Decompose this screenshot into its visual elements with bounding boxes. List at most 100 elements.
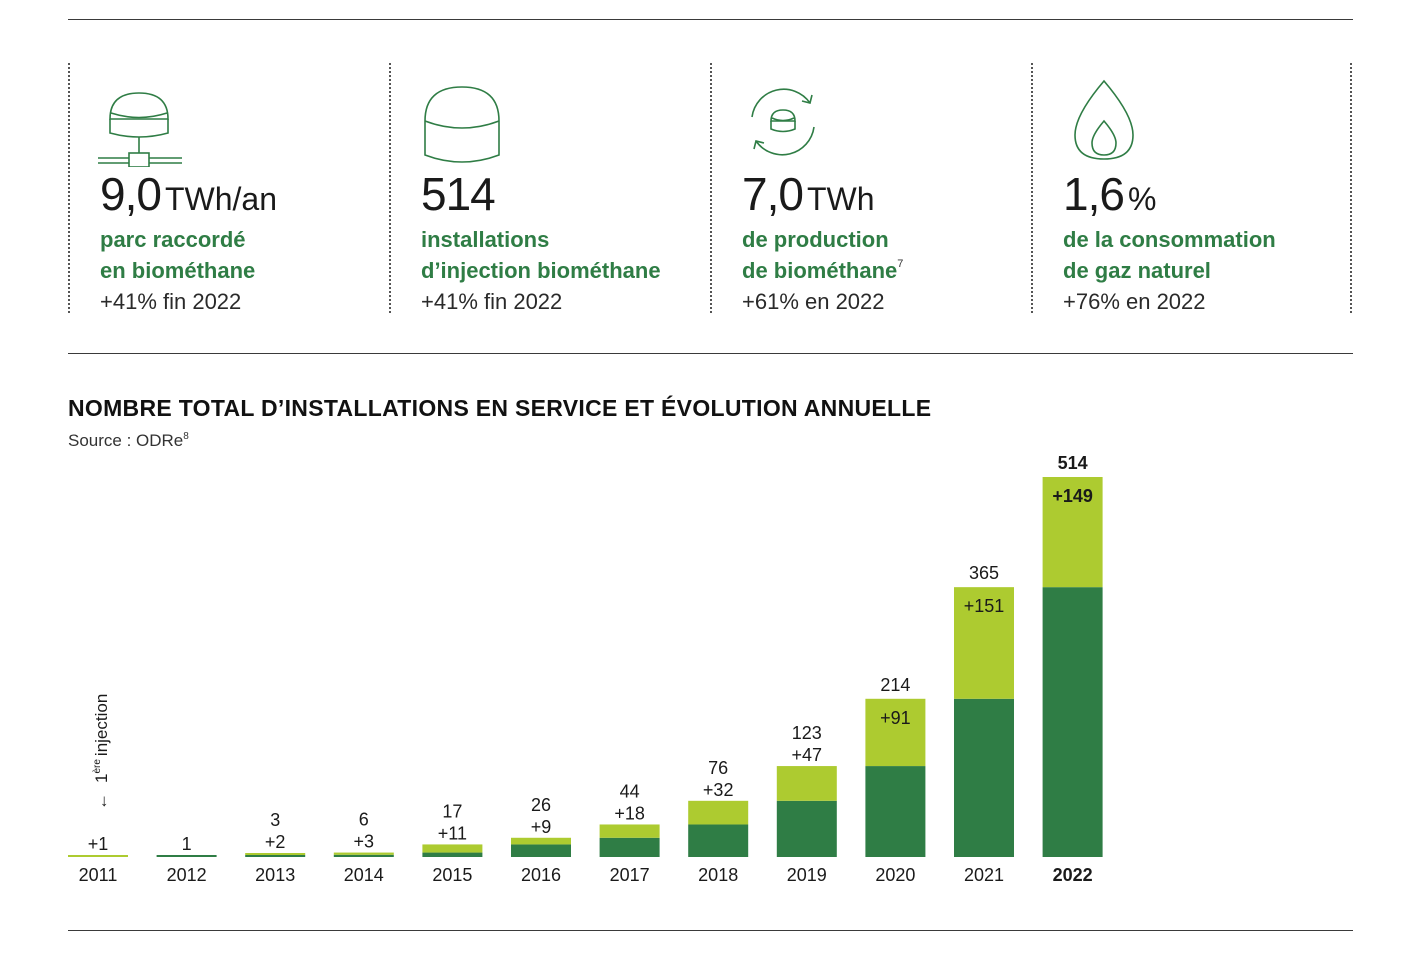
total-label: 365 [969, 563, 999, 583]
increment-label: +9 [531, 817, 552, 837]
kpi-change: +41% fin 2022 [421, 289, 563, 314]
kpi-label-line2-text: d’injection biométhane [421, 258, 661, 283]
total-label: 123 [792, 723, 822, 743]
kpi-label-line1: de la consommation [1063, 227, 1276, 252]
bar-segment-previous [954, 698, 1014, 857]
middle-rule [68, 353, 1353, 354]
bar-segment-previous [245, 855, 306, 857]
increment-label: +91 [880, 708, 911, 728]
kpi-label-line2-text: en biométhane [100, 258, 256, 283]
first-injection-annotation: ← 1ère injection [92, 694, 111, 810]
total-label: 26 [531, 795, 551, 815]
kpi-unit: TWh/an [164, 181, 277, 217]
kpi-label-line2-text: de gaz naturel [1063, 258, 1211, 283]
bar-segment-previous [1042, 587, 1103, 857]
kpi-card-production: 7,0 TWh de production de biométhane7 +61%… [710, 63, 1031, 314]
bar-segment-added [776, 766, 837, 801]
increment-label: +149 [1052, 486, 1093, 506]
kpi-value: 9,0 TWh/an [100, 171, 277, 217]
kpi-value: 514 [421, 171, 499, 217]
increment-label: +32 [703, 780, 734, 800]
kpi-number: 9,0 [100, 168, 162, 220]
annotation-label: ← 1ère injection [92, 694, 111, 810]
kpi-number: 1,6 [1063, 168, 1125, 220]
x-tick-label: 2021 [964, 865, 1004, 885]
x-tick-label: 2020 [875, 865, 915, 885]
kpi-row: 9,0 TWh/an parc raccordé en biométhane +4… [68, 63, 1355, 314]
bar-segment-added [599, 824, 660, 838]
bar-segment-previous [422, 852, 483, 857]
footnote-marker: 8 [183, 431, 189, 442]
bottom-rule [68, 930, 1353, 931]
chart-source-text: Source : ODRe [68, 431, 184, 450]
total-label: 17 [442, 801, 462, 821]
bar-segment-added [333, 852, 394, 855]
bar-segment-previous [333, 854, 394, 857]
total-label: 214 [880, 675, 910, 695]
increment-label: +1 [88, 834, 109, 854]
bar-segment-added [865, 698, 926, 767]
x-tick-label: 2015 [432, 865, 472, 885]
x-tick-label: 2014 [344, 865, 384, 885]
kpi-change: +76% en 2022 [1063, 289, 1206, 314]
x-tick-label: 2011 [79, 865, 118, 885]
increment-label: +47 [792, 745, 823, 765]
annotation-text: injection [92, 694, 111, 756]
bar-segment-added [245, 853, 306, 855]
increment-label: +3 [354, 832, 375, 852]
footnote-marker: 7 [897, 258, 904, 270]
total-label: 3 [270, 810, 280, 830]
bar-segment-previous [599, 837, 660, 857]
bar-segment-previous [865, 766, 926, 857]
kpi-label-line1: de production [742, 227, 889, 252]
bar-segment-previous [156, 855, 217, 857]
chart-title: NOMBRE TOTAL D’INSTALLATIONS EN SERVICE … [68, 395, 932, 421]
top-rule [68, 19, 1353, 20]
kpi-card-consumption: 1,6% de la consommation de gaz naturel +… [1031, 63, 1352, 314]
bar-segment-added [688, 800, 749, 825]
kpi-change: +41% fin 2022 [100, 289, 242, 314]
x-tick-label: 2016 [521, 865, 561, 885]
kpi-label-line2: en biométhane [100, 258, 255, 284]
kpi-label-line2: de gaz naturel [1063, 258, 1211, 284]
total-label: 76 [708, 758, 728, 778]
recycle-tank-icon [751, 88, 815, 156]
bar-segment-added [68, 855, 128, 857]
x-tick-label: 2017 [610, 865, 650, 885]
kpi-value: 1,6% [1063, 171, 1156, 217]
storage-dome-icon [424, 86, 500, 163]
gas-flame-icon [1074, 79, 1134, 160]
bar-segment-added [954, 587, 1014, 699]
total-label: 6 [359, 810, 369, 830]
x-tick-label: 2013 [255, 865, 295, 885]
kpi-change: +61% en 2022 [742, 289, 885, 314]
annotation-superscript: ère [92, 759, 103, 774]
bar-segment-previous [776, 800, 837, 857]
kpi-card-installations: 514 installations d’injection biométhane… [389, 63, 710, 314]
x-tick-label: 2012 [167, 865, 207, 885]
kpi-number: 514 [421, 168, 496, 220]
kpi-value: 7,0 TWh [742, 171, 875, 217]
kpi-label-line2: d’injection biométhane [421, 258, 661, 284]
total-label: 44 [620, 781, 640, 801]
kpi-card-capacity: 9,0 TWh/an parc raccordé en biométhane +4… [68, 63, 389, 314]
kpi-label-line1: installations [421, 227, 550, 252]
bar-segment-added [422, 844, 483, 853]
bar-segment-added [511, 837, 571, 845]
kpi-label-line2: de biométhane7 [742, 258, 903, 284]
total-label: 1 [182, 834, 192, 854]
kpi-unit: % [1127, 181, 1157, 217]
increment-label: +2 [265, 832, 286, 852]
kpi-label-line1: parc raccordé [100, 227, 246, 252]
biomethane-pipe-tank-icon [98, 92, 182, 167]
kpi-number: 7,0 [742, 168, 804, 220]
kpi-unit: TWh [806, 181, 875, 217]
total-label: 514 [1058, 453, 1088, 473]
increment-label: +11 [438, 823, 467, 843]
increment-label: +18 [614, 803, 645, 823]
chart-source: Source : ODRe8 [68, 431, 189, 451]
x-tick-label: 2018 [698, 865, 738, 885]
bar-segment-previous [688, 824, 749, 857]
annotation-number: 1 [92, 774, 111, 783]
